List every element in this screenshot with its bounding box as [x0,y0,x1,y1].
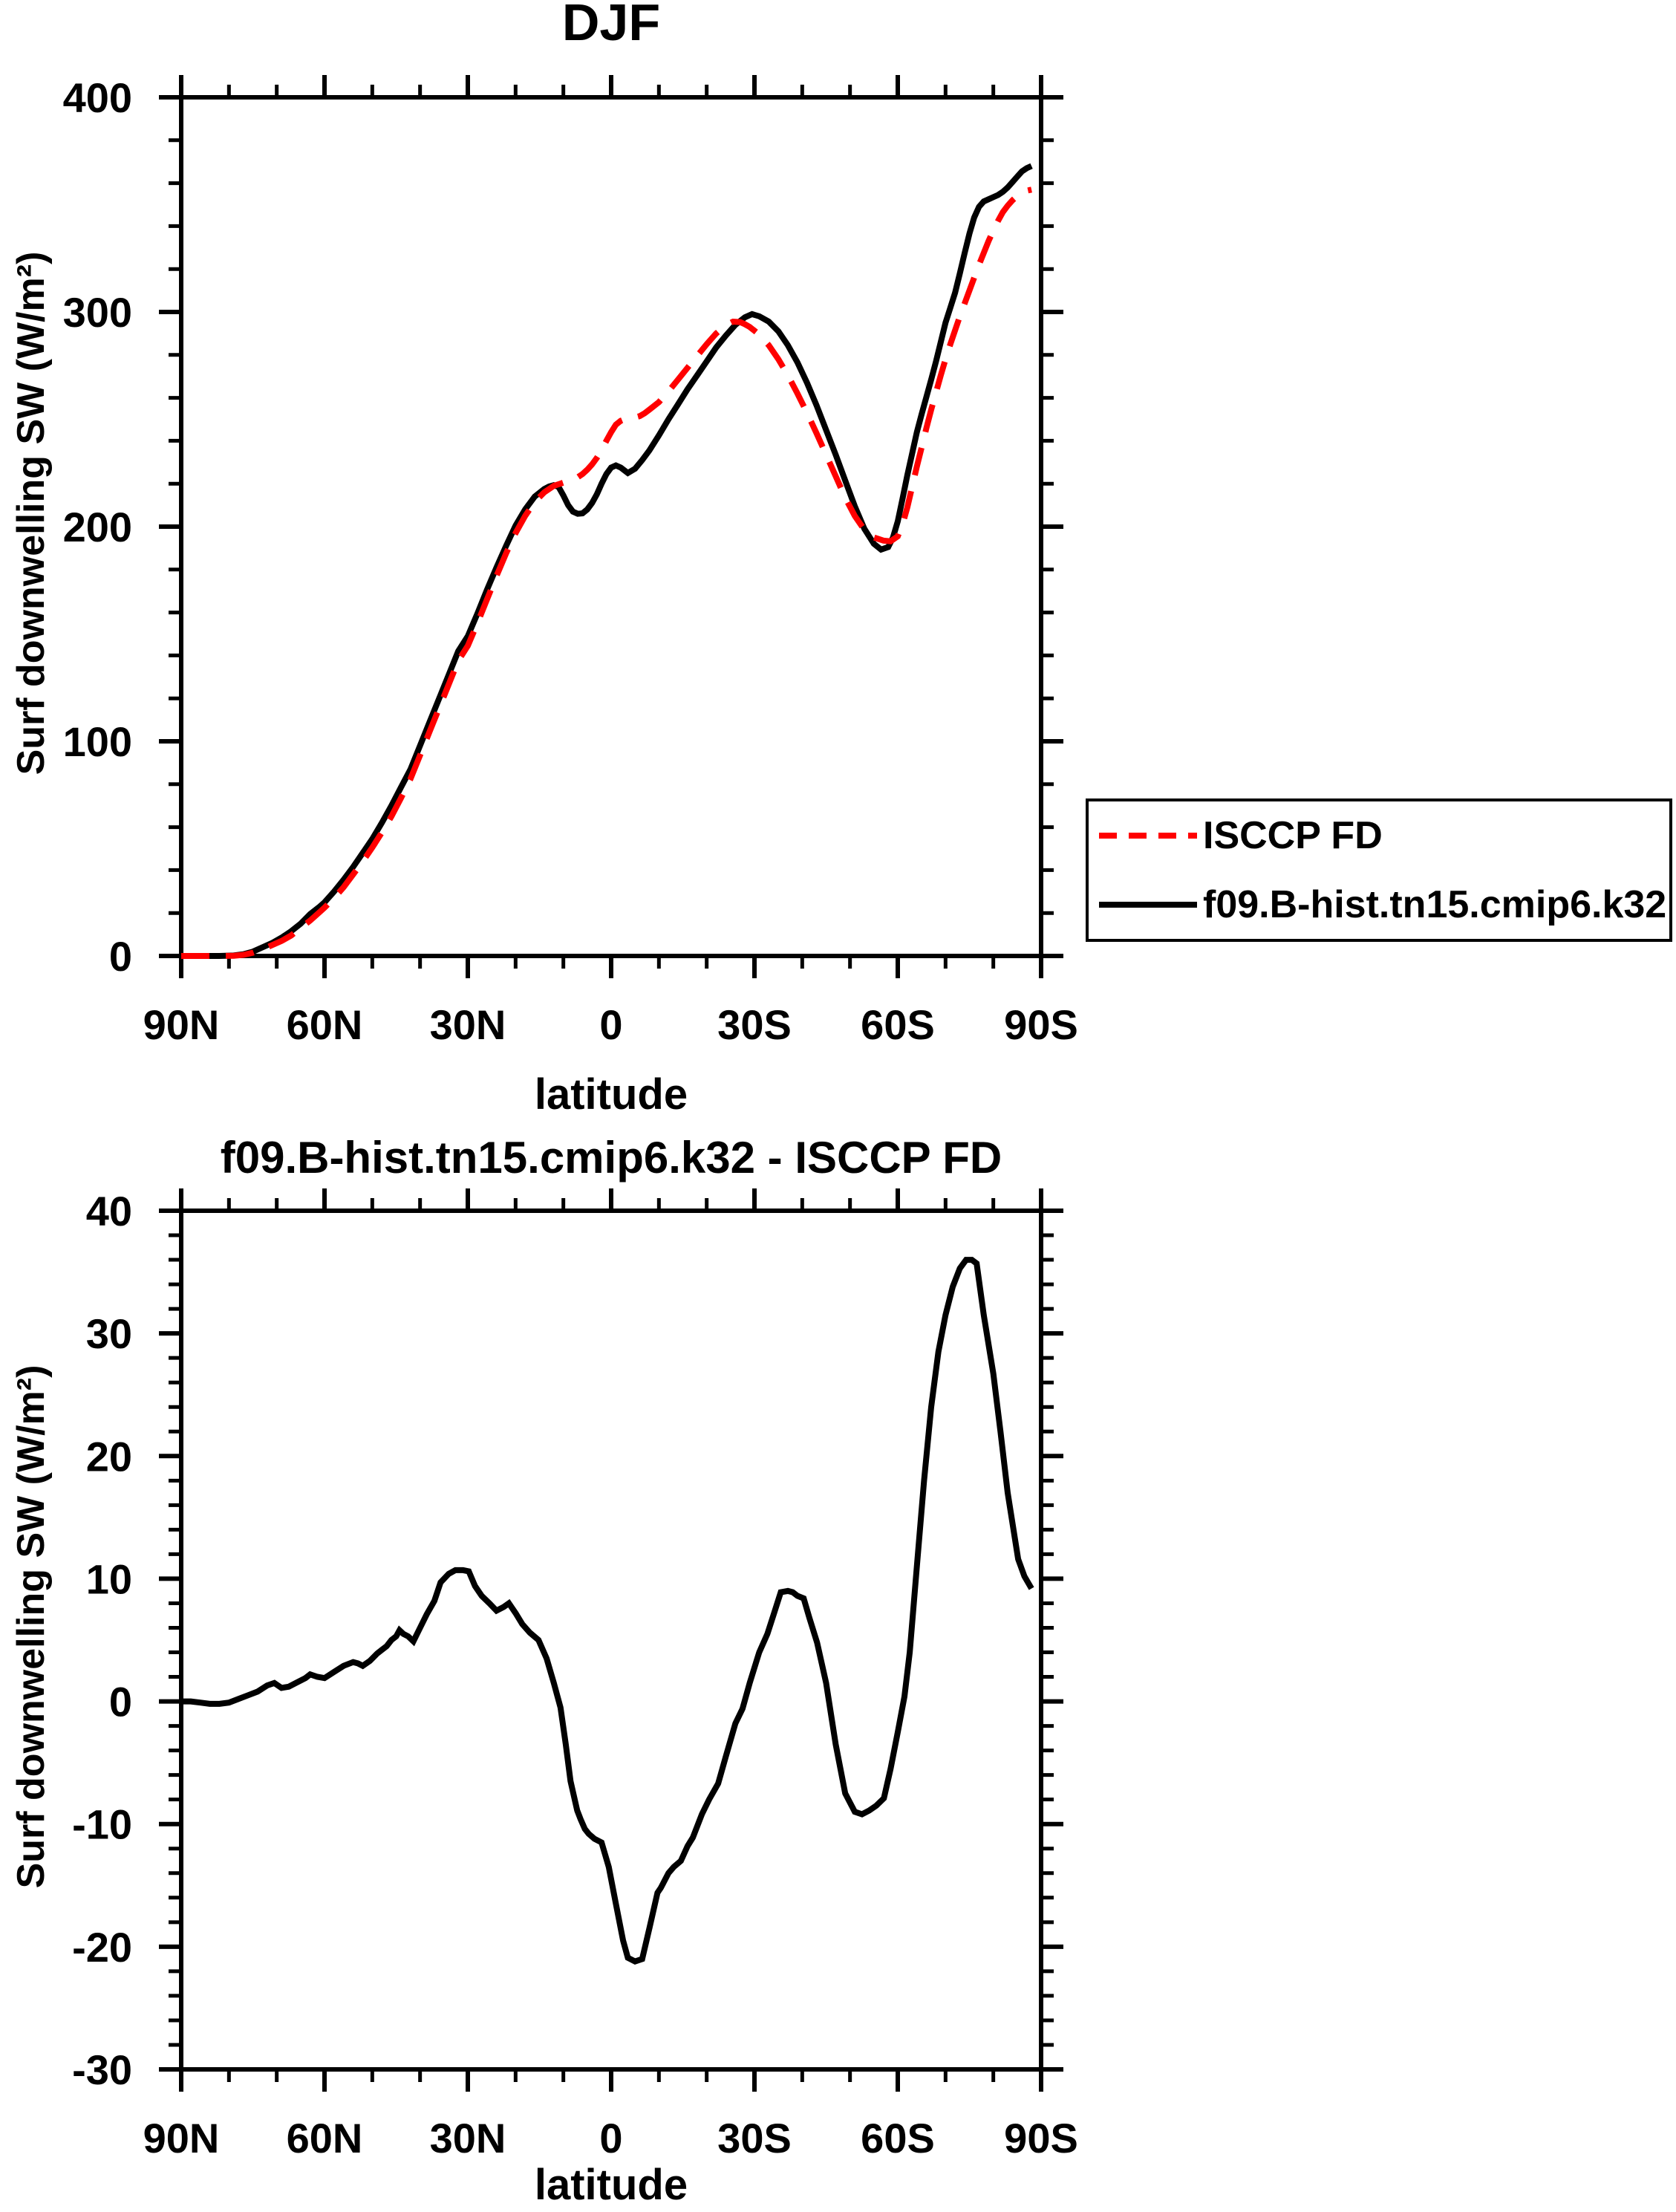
bottom-chart-x-axis-label: latitude [534,2161,688,2209]
svg-text:60N: 60N [287,2115,363,2161]
svg-text:30N: 30N [430,1001,506,1048]
top-ticks [159,75,1063,978]
svg-text:0: 0 [599,1001,622,1048]
svg-text:30S: 30S [717,2115,792,2161]
svg-text:300: 300 [63,289,132,336]
svg-text:90N: 90N [143,1001,220,1048]
svg-text:90S: 90S [1004,1001,1078,1048]
bottom-ticks [159,1188,1063,2092]
series-f09-b-hist-tn15-cmip6-k32-isccp-fd [181,1257,1034,1965]
svg-text:30N: 30N [430,2115,506,2161]
svg-text:0: 0 [109,933,132,980]
svg-text:400: 400 [63,74,132,121]
legend-line-solid-black-icon [1099,901,1197,908]
legend-line-dashed-red-icon [1099,833,1197,839]
svg-text:60S: 60S [861,2115,935,2161]
svg-text:90S: 90S [1004,2115,1078,2161]
svg-text:-10: -10 [72,1801,132,1848]
svg-text:40: 40 [86,1188,132,1235]
top-chart-title: DJF [561,0,661,51]
svg-text:20: 20 [86,1433,132,1480]
svg-text:-30: -30 [72,2046,132,2093]
top-chart-x-axis-label: latitude [534,1070,688,1119]
legend-row-model: f09.B-hist.tn15.cmip6.k32 [1089,871,1669,940]
svg-text:10: 10 [86,1555,132,1602]
svg-text:30S: 30S [717,1001,792,1048]
legend-row-isccp-fd: ISCCP FD [1089,801,1669,871]
svg-text:100: 100 [63,718,132,765]
series-f09-b-hist-tn15-cmip6-k32 [181,163,1033,959]
bottom-chart-title: f09.B-hist.tn15.cmip6.k32 - ISCCP FD [220,1133,1002,1183]
legend-label-model: f09.B-hist.tn15.cmip6.k32 [1203,882,1667,926]
bottom-tick-labels: 90N 60N 30N 0 30S 60S 90S -30 -20 -10 0 10 20 30 40 [72,1188,1078,2161]
svg-text:60S: 60S [861,1001,935,1048]
series-isccp-fd [181,186,1032,959]
top-chart-y-axis-label: Surf downwelling SW (W/m²) [10,251,53,775]
svg-text:0: 0 [599,2115,622,2161]
svg-text:90N: 90N [143,2115,220,2161]
svg-text:-20: -20 [72,1924,132,1971]
svg-text:30: 30 [86,1310,132,1357]
legend-box: ISCCP FD f09.B-hist.tn15.cmip6.k32 [1086,798,1672,942]
legend-label-isccp-fd: ISCCP FD [1203,814,1383,858]
svg-text:60N: 60N [287,1001,363,1048]
svg-text:0: 0 [109,1679,132,1725]
svg-text:200: 200 [63,504,132,550]
top-tick-labels: 90N 60N 30N 0 30S 60S 90S 0 100 200 300 400 [63,74,1078,1048]
bottom-chart-y-axis-label: Surf downwelling SW (W/m²) [10,1364,53,1889]
